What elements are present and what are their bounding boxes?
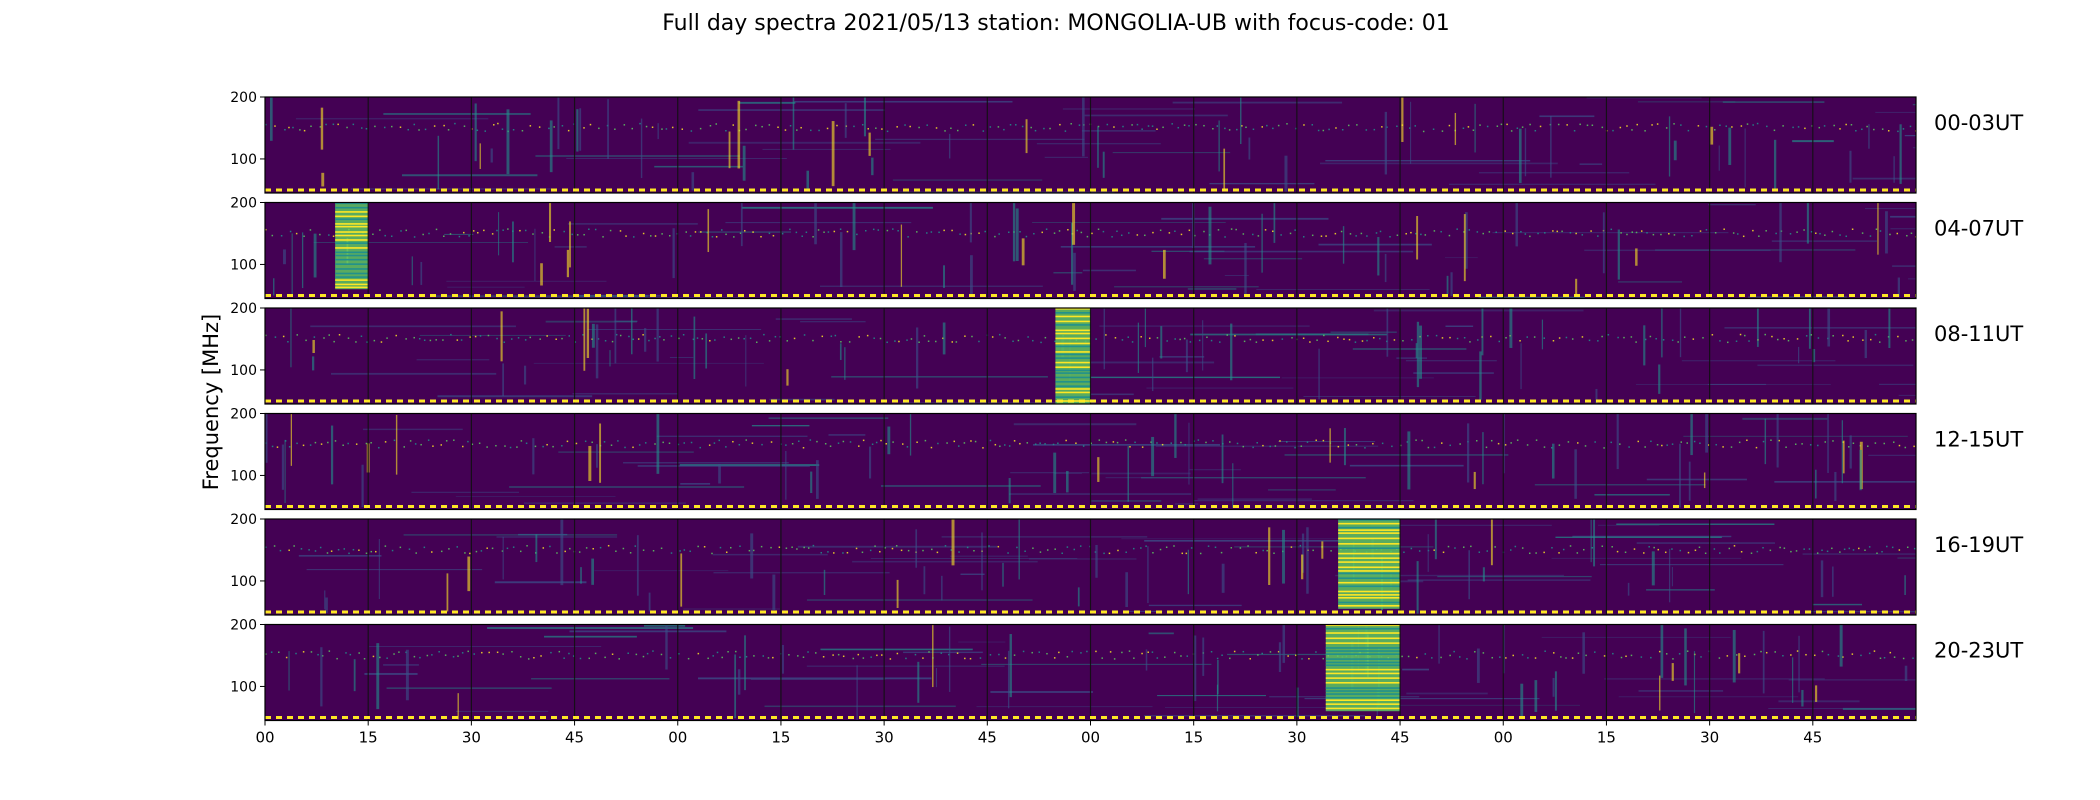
panel-label: 04-07UT — [1934, 217, 2023, 241]
spectrum-panel: 100 200 08-11UT — [230, 301, 2023, 405]
y-tick-label: 100 — [230, 257, 257, 273]
x-tick-label: 00 — [668, 729, 687, 747]
y-tick-label: 100 — [230, 152, 257, 168]
y-tick-label: 100 — [230, 679, 257, 695]
x-tick-label: 15 — [1597, 729, 1616, 747]
x-tick-label: 15 — [771, 729, 790, 747]
y-tick-label: 200 — [230, 301, 257, 317]
x-tick-label: 45 — [1391, 729, 1410, 747]
y-tick-label: 100 — [230, 363, 257, 379]
x-axis: 00 15 30 45 00 15 30 45 00 15 30 45 00 15 30 45 — [255, 720, 1822, 747]
burst-region — [335, 202, 369, 290]
x-tick-label: 30 — [1700, 729, 1719, 747]
burst-region — [1338, 519, 1401, 609]
panel-label: 08-11UT — [1934, 322, 2023, 346]
y-tick-label: 100 — [230, 574, 257, 590]
x-tick-label: 30 — [875, 729, 894, 747]
x-tick-label: 30 — [1287, 729, 1306, 747]
chart-title: Full day spectra 2021/05/13 station: MON… — [662, 11, 1450, 36]
panel-label: 16-19UT — [1934, 533, 2023, 557]
y-tick-label: 200 — [230, 90, 257, 106]
x-tick-label: 00 — [1494, 729, 1513, 747]
y-tick-label: 200 — [230, 512, 257, 528]
x-tick-label: 15 — [359, 729, 378, 747]
spectrum-panel: 100 200 04-07UT — [230, 196, 2023, 300]
panel-label: 12-15UT — [1934, 428, 2023, 452]
burst-region — [1055, 308, 1091, 404]
spectrum-panel: 100 200 20-23UT — [230, 618, 2023, 722]
x-tick-label: 45 — [978, 729, 997, 747]
spectrum-panel: 100 200 12-15UT — [230, 407, 2023, 511]
x-tick-label: 45 — [1803, 729, 1822, 747]
spectrum-panel: 100 200 16-19UT — [230, 512, 2023, 616]
spectrum-panel: 100 200 00-03UT — [230, 90, 2023, 194]
x-tick-label: 00 — [1081, 729, 1100, 747]
y-tick-label: 200 — [230, 618, 257, 634]
x-tick-label: 45 — [565, 729, 584, 747]
panel-label: 20-23UT — [1934, 639, 2023, 663]
spectra-panels: 10020000-03UT10020004-07UT10020008-11UT1… — [230, 90, 2023, 722]
panel-label: 00-03UT — [1934, 111, 2023, 135]
y-tick-label: 200 — [230, 407, 257, 423]
y-axis-label: Frequency [MHz] — [199, 314, 223, 490]
y-tick-label: 100 — [230, 468, 257, 484]
x-tick-label: 30 — [462, 729, 481, 747]
x-tick-label: 00 — [255, 729, 274, 747]
x-tick-label: 15 — [1184, 729, 1203, 747]
y-tick-label: 200 — [230, 196, 257, 212]
